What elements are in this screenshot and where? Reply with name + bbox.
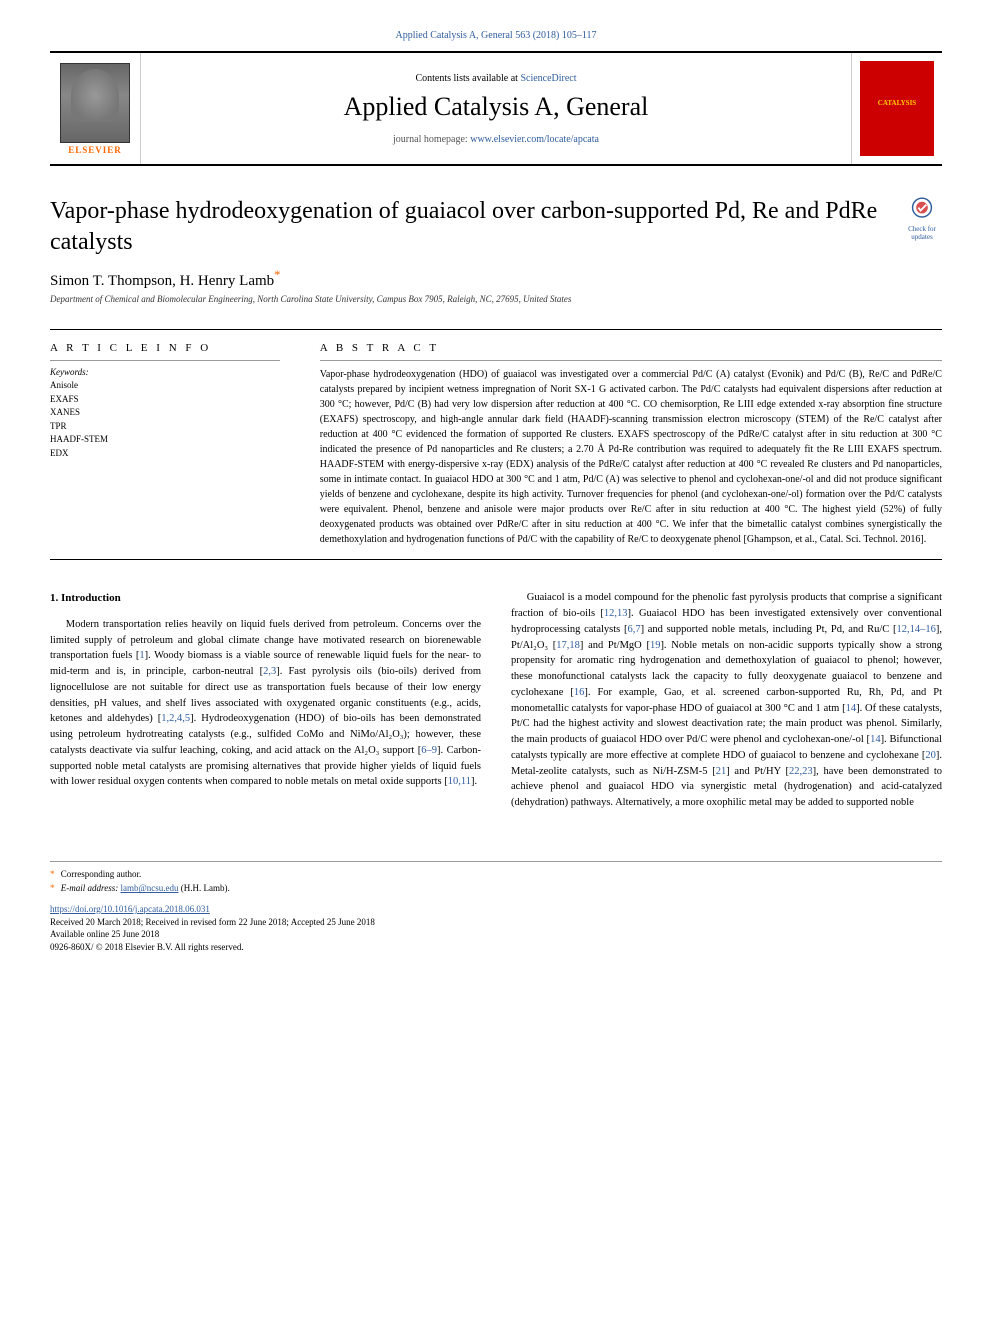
crossmark-badge[interactable]: Check for updates bbox=[902, 196, 942, 241]
title-row: Vapor-phase hydrodeoxygenation of guaiac… bbox=[50, 196, 942, 258]
article-info-label: A R T I C L E I N F O bbox=[50, 342, 280, 361]
publisher-name: ELSEVIER bbox=[68, 145, 122, 155]
text-run: ] and Pt/MgO [ bbox=[580, 640, 650, 651]
ref-link[interactable]: 2,3 bbox=[263, 666, 276, 677]
ref-link[interactable]: 20 bbox=[925, 750, 936, 761]
journal-header-box: ELSEVIER Contents lists available at Sci… bbox=[50, 51, 942, 166]
homepage-link[interactable]: www.elsevier.com/locate/apcata bbox=[470, 134, 599, 145]
journal-citation-header: Applied Catalysis A, General 563 (2018) … bbox=[50, 30, 942, 41]
body-columns: 1. Introduction Modern transportation re… bbox=[50, 590, 942, 811]
text-run: ] and Pt/HY [ bbox=[726, 766, 789, 777]
available-date: Available online 25 June 2018 bbox=[50, 928, 942, 941]
contents-prefix: Contents lists available at bbox=[415, 73, 520, 84]
homepage-line: journal homepage: www.elsevier.com/locat… bbox=[151, 134, 841, 145]
homepage-prefix: journal homepage: bbox=[393, 134, 470, 145]
info-abstract-row: A R T I C L E I N F O Keywords: Anisole … bbox=[50, 329, 942, 560]
journal-cover-image bbox=[860, 61, 934, 156]
ref-link[interactable]: 21 bbox=[716, 766, 727, 777]
ref-link[interactable]: 16 bbox=[574, 687, 585, 698]
ref-link[interactable]: 12,13 bbox=[604, 608, 628, 619]
email-link[interactable]: lamb@ncsu.edu bbox=[120, 883, 178, 893]
crossmark-icon bbox=[906, 196, 938, 225]
doi-link[interactable]: https://doi.org/10.1016/j.apcata.2018.06… bbox=[50, 904, 210, 914]
ref-link[interactable]: 1,2,4,5 bbox=[161, 713, 190, 724]
authors-line: Simon T. Thompson, H. Henry Lamb* bbox=[50, 268, 942, 290]
footer: Corresponding author. E-mail address: la… bbox=[50, 861, 942, 954]
keywords-label: Keywords: bbox=[50, 367, 280, 377]
journal-cover-block bbox=[852, 53, 942, 164]
ref-link[interactable]: 12,14–16 bbox=[896, 624, 935, 635]
email-line: E-mail address: lamb@ncsu.edu (H.H. Lamb… bbox=[50, 882, 942, 895]
intro-paragraph-2: Guaiacol is a model compound for the phe… bbox=[511, 590, 942, 811]
keyword-item: EXAFS bbox=[50, 393, 280, 407]
ref-link[interactable]: 14 bbox=[870, 734, 881, 745]
authors-names: Simon T. Thompson, H. Henry Lamb bbox=[50, 273, 274, 289]
keyword-item: Anisole bbox=[50, 379, 280, 393]
intro-heading: 1. Introduction bbox=[50, 590, 481, 607]
intro-paragraph-1: Modern transportation relies heavily on … bbox=[50, 617, 481, 790]
journal-name: Applied Catalysis A, General bbox=[151, 92, 841, 122]
text-run: Guaiacol is a model compound for the phe… bbox=[527, 592, 788, 603]
text-run: ]. bbox=[471, 776, 477, 787]
abstract-label: A B S T R A C T bbox=[320, 342, 942, 361]
ref-link[interactable]: 19 bbox=[650, 640, 661, 651]
article-info-block: A R T I C L E I N F O Keywords: Anisole … bbox=[50, 330, 300, 559]
contents-available-line: Contents lists available at ScienceDirec… bbox=[151, 73, 841, 84]
keyword-item: TPR bbox=[50, 420, 280, 434]
ref-link[interactable]: 17,18 bbox=[556, 640, 580, 651]
keyword-item: XANES bbox=[50, 406, 280, 420]
article-title: Vapor-phase hydrodeoxygenation of guaiac… bbox=[50, 196, 887, 258]
ref-link[interactable]: 10,11 bbox=[448, 776, 471, 787]
crossmark-label: Check for updates bbox=[902, 225, 942, 241]
ref-link[interactable]: 6–9 bbox=[421, 745, 437, 756]
ref-link[interactable]: 22,23 bbox=[789, 766, 813, 777]
elsevier-tree-logo bbox=[60, 63, 130, 143]
abstract-text: Vapor-phase hydrodeoxygenation (HDO) of … bbox=[320, 367, 942, 547]
ref-link[interactable]: 6,7 bbox=[627, 624, 640, 635]
publisher-logo-block: ELSEVIER bbox=[50, 53, 140, 164]
email-name: (H.H. Lamb). bbox=[179, 883, 230, 893]
abstract-block: A B S T R A C T Vapor-phase hydrodeoxyge… bbox=[300, 330, 942, 559]
keyword-item: HAADF-STEM bbox=[50, 433, 280, 447]
received-dates: Received 20 March 2018; Received in revi… bbox=[50, 916, 942, 929]
keyword-item: EDX bbox=[50, 447, 280, 461]
corresponding-mark: * bbox=[274, 268, 280, 282]
corresponding-note: Corresponding author. bbox=[50, 868, 942, 881]
email-label: E-mail address: bbox=[61, 883, 121, 893]
ref-link[interactable]: 14 bbox=[846, 703, 857, 714]
affiliation: Department of Chemical and Biomolecular … bbox=[50, 294, 942, 304]
header-center: Contents lists available at ScienceDirec… bbox=[140, 53, 852, 164]
text-run: ] and supported noble metals, including … bbox=[641, 624, 897, 635]
copyright-line: 0926-860X/ © 2018 Elsevier B.V. All righ… bbox=[50, 941, 942, 954]
sciencedirect-link[interactable]: ScienceDirect bbox=[520, 73, 576, 84]
